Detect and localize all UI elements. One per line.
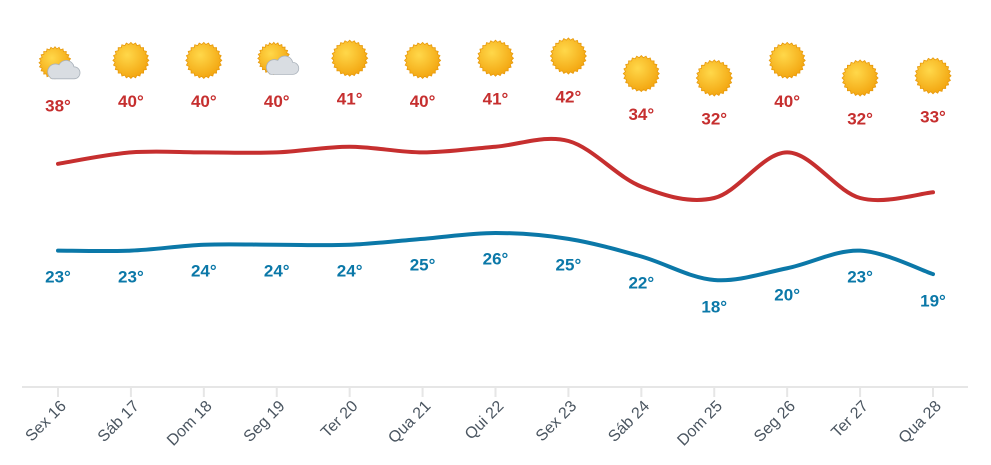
weather-icon xyxy=(404,41,442,79)
temperature-label: 24° xyxy=(264,261,290,280)
weather-icon xyxy=(476,39,515,77)
sun xyxy=(768,41,806,79)
weather-icon xyxy=(914,57,952,95)
temperature-label: 33° xyxy=(920,107,946,126)
x-tick-label: Qua 21 xyxy=(385,398,434,447)
sun xyxy=(622,55,660,93)
x-tick-label: Seg 19 xyxy=(241,398,289,446)
temperature-label: 41° xyxy=(483,90,509,109)
temperature-label: 26° xyxy=(483,249,509,268)
x-tick-label: Sex 23 xyxy=(533,398,580,445)
temperature-line xyxy=(56,230,935,283)
x-tick-label: Dom 25 xyxy=(674,398,726,450)
temperature-label: 23° xyxy=(45,267,71,286)
sun xyxy=(185,41,223,79)
temperature-label: 22° xyxy=(628,273,654,292)
temperature-label: 24° xyxy=(337,261,363,280)
temperature-label: 24° xyxy=(191,261,217,280)
temperature-label: 23° xyxy=(118,267,144,286)
x-tick-label: Ter 20 xyxy=(318,398,362,442)
x-tick-label: Sáb 24 xyxy=(605,398,653,446)
temperature-label: 34° xyxy=(628,105,654,124)
weather-icon xyxy=(622,55,660,93)
temperature-label: 42° xyxy=(556,87,582,106)
cloud xyxy=(47,59,81,80)
weather-icon xyxy=(695,59,733,97)
sun xyxy=(695,59,733,97)
temperature-label: 40° xyxy=(410,92,436,111)
x-tick-label: Seg 26 xyxy=(751,398,799,446)
weather-icon xyxy=(112,41,150,79)
weather-icon xyxy=(549,37,587,75)
sun xyxy=(476,39,515,77)
temperature-label: 40° xyxy=(191,92,217,111)
temperature-label: 32° xyxy=(847,109,873,128)
weather-icon xyxy=(185,41,223,79)
weather-icon xyxy=(257,41,300,76)
weather-icon xyxy=(331,39,369,77)
temperature-label: 18° xyxy=(701,297,727,316)
temperature-label: 25° xyxy=(410,255,436,274)
x-tick-label: Sáb 17 xyxy=(95,398,143,446)
sun xyxy=(914,57,952,95)
temperature-label: 40° xyxy=(774,92,800,111)
x-tick-label: Sex 16 xyxy=(23,398,70,445)
temperature-label: 19° xyxy=(920,291,946,310)
x-tick-label: Qua 28 xyxy=(896,398,945,447)
temperature-label: 40° xyxy=(118,92,144,111)
temperature-label: 38° xyxy=(45,96,71,115)
cloud xyxy=(266,55,300,75)
x-tick-label: Qui 22 xyxy=(462,398,507,443)
weather-icon xyxy=(841,59,879,97)
sun xyxy=(112,41,150,79)
temperature-label: 40° xyxy=(264,92,290,111)
temperature-label: 32° xyxy=(701,109,727,128)
sun xyxy=(841,59,879,97)
temperature-label: 41° xyxy=(337,90,363,109)
sun xyxy=(331,39,369,77)
sun xyxy=(404,41,442,79)
x-tick-label: Dom 18 xyxy=(164,398,216,450)
weather-icon xyxy=(768,41,806,79)
temperature-label: 20° xyxy=(774,285,800,304)
weather-icon xyxy=(38,46,81,80)
sun xyxy=(549,37,587,75)
x-tick-label: Ter 27 xyxy=(828,398,872,442)
temperature-label: 23° xyxy=(847,267,873,286)
temperature-line xyxy=(56,136,935,203)
temperature-label: 25° xyxy=(556,255,582,274)
